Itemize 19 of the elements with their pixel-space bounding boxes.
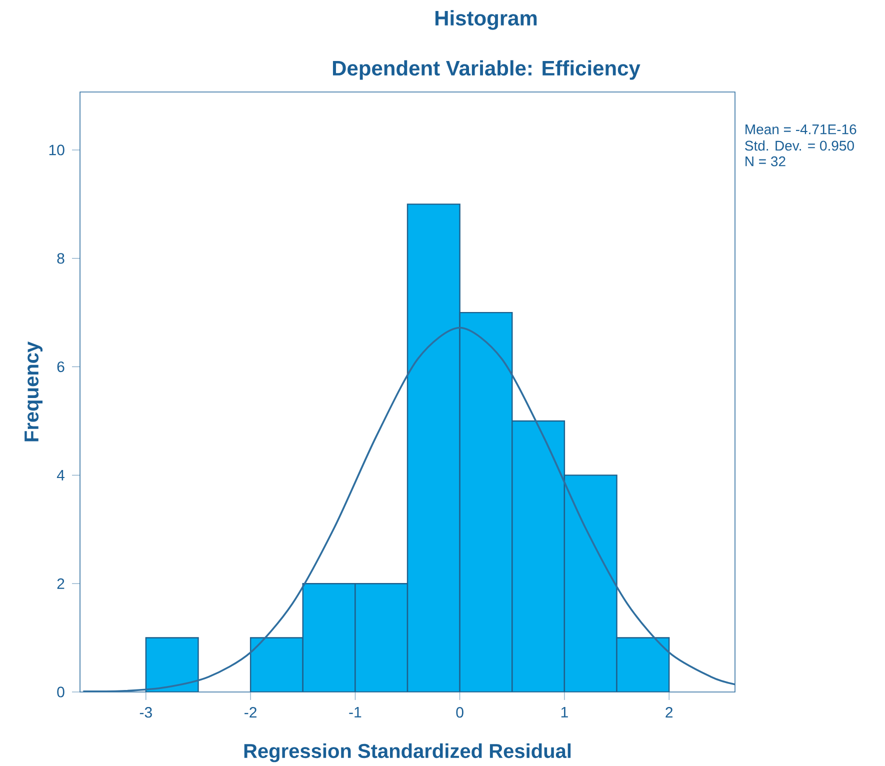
y-tick-label: 8	[57, 253, 64, 264]
chart-subtitle: Dependent Variable: Efficiency	[332, 60, 640, 80]
y-tick-label: 4	[56, 470, 64, 480]
text: N = 32	[746, 156, 786, 166]
y-tick-label: 6	[57, 361, 64, 372]
y-tick-label: 10	[49, 144, 64, 156]
x-tick-label: 2	[666, 707, 672, 718]
text: Mean = -4.71E-16	[746, 124, 856, 134]
text: Std. Dev. = 0.950	[745, 140, 854, 151]
chart-title: Histogram	[435, 10, 537, 30]
x-tick-label: 0	[456, 707, 464, 718]
y-tick-label: 0	[57, 686, 64, 698]
y-axis-title: Frequency	[24, 342, 43, 442]
x-tick-label: -3	[140, 707, 152, 718]
x-axis-title: Regression Standardized Residual	[244, 743, 571, 762]
x-tick-label: -1	[349, 707, 362, 718]
x-tick-label: -2	[244, 707, 256, 718]
y-tick-label: 2	[57, 578, 64, 589]
x-tick-label: 1	[561, 707, 568, 718]
